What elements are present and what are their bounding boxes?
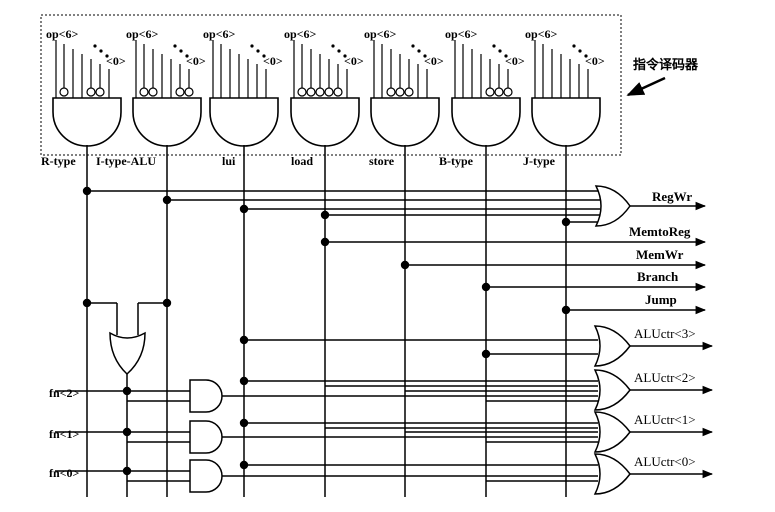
output-label-aluctr0: ALUctr<0>: [634, 454, 696, 469]
ellipsis-dot: [337, 49, 341, 53]
inverter-bubble: [139, 87, 149, 97]
or-gate-aluctr2: [593, 369, 631, 411]
inverter-bubble: [324, 87, 334, 97]
inverter-bubble: [297, 87, 307, 97]
decoder-pointer-arrow: [626, 76, 666, 97]
decoder-and-gate-store: op<6> <0> store: [364, 27, 444, 168]
ellipsis-dot: [417, 49, 421, 53]
junction-dots: [82, 186, 571, 476]
ellipsis-dot: [411, 44, 415, 48]
inverter-bubble: [95, 87, 105, 97]
op-low-label: <0>: [424, 54, 444, 68]
output-label-regwr: RegWr: [652, 189, 692, 204]
gate-name-label: I-type-ALU: [96, 154, 156, 168]
input-label-fn0: fn<0>: [49, 466, 80, 480]
op-low-label: <0>: [263, 54, 283, 68]
gate-name-label: load: [291, 154, 313, 168]
op-high-label: op<6>: [126, 27, 159, 41]
ellipsis-dot: [504, 54, 508, 58]
decoder-and-gate-load: op<6> <0> load: [284, 27, 364, 168]
ellipsis-dot: [331, 44, 335, 48]
ellipsis-dot: [105, 54, 109, 58]
output-label-memwr: MemWr: [636, 247, 684, 262]
or-gate-aluctr3: [593, 325, 631, 367]
or-gate-aluctr1: [593, 411, 631, 453]
ellipsis-dot: [572, 44, 576, 48]
ellipsis-dot: [578, 49, 582, 53]
decoder-and-gate-b-type: op<6> <0> B-type: [439, 27, 525, 168]
output-label-aluctr1: ALUctr<1>: [634, 412, 696, 427]
op-low-label: <0>: [505, 54, 525, 68]
inverter-bubble: [184, 87, 194, 97]
inverter-bubble: [333, 87, 343, 97]
decoder-gates: op<6><0>R-typeop<6><0>I-type-ALUop<6><0>…: [41, 27, 605, 168]
ellipsis-dot: [492, 44, 496, 48]
or-gate-rtype-itype: [109, 331, 146, 376]
ellipsis-dot: [262, 54, 266, 58]
decoder-label: 指令译码器: [633, 57, 699, 73]
and-gate-fn1: [189, 420, 223, 454]
op-low-label: <0>: [186, 54, 206, 68]
op-high-label: op<6>: [203, 27, 236, 41]
output-label-memtoreg: MemtoReg: [629, 224, 691, 239]
wiring: [55, 145, 714, 497]
output-label-branch: Branch: [637, 269, 679, 284]
or-gate-regwr: [594, 185, 631, 227]
decoder-and-gate-r-type: op<6> <0> R-type: [41, 27, 126, 168]
gate-name-label: store: [369, 154, 395, 168]
or-gates: [109, 185, 631, 495]
op-low-label: <0>: [585, 54, 605, 68]
ellipsis-dot: [423, 54, 427, 58]
ellipsis-dot: [256, 49, 260, 53]
decoder-and-gate-lui: op<6> <0> lui: [203, 27, 283, 168]
op-high-label: op<6>: [364, 27, 397, 41]
decoder-and-gate-i-type-alu: op<6><0>I-type-ALU: [96, 27, 206, 168]
decoder-and-gate-j-type: op<6> <0> J-type: [523, 27, 605, 168]
op-high-label: op<6>: [46, 27, 79, 41]
op-low-label: <0>: [106, 54, 126, 68]
and-gate-fn0: [189, 459, 223, 493]
op-high-label: op<6>: [525, 27, 558, 41]
inverter-bubble: [494, 87, 504, 97]
ellipsis-dot: [99, 49, 103, 53]
decoder-box: [40, 14, 622, 156]
gate-name-label: lui: [222, 154, 236, 168]
ellipsis-dot: [93, 44, 97, 48]
ellipsis-dot: [498, 49, 502, 53]
gate-name-label: R-type: [41, 154, 76, 168]
inverter-bubble: [86, 87, 96, 97]
output-label-aluctr2: ALUctr<2>: [634, 370, 696, 385]
and-gate-fn2: [189, 379, 223, 413]
inverter-bubble: [503, 87, 513, 97]
inverter-bubble: [404, 87, 414, 97]
inverter-bubble: [148, 87, 158, 97]
gate-name-label: B-type: [439, 154, 474, 168]
input-label-fn1: fn<1>: [49, 427, 80, 441]
ellipsis-dot: [179, 49, 183, 53]
inverter-bubble: [59, 87, 69, 97]
inverter-bubble: [175, 87, 185, 97]
output-label-jump: Jump: [645, 292, 677, 307]
ellipsis-dot: [173, 44, 177, 48]
or-gate-aluctr0: [593, 453, 631, 495]
output-label-aluctr3: ALUctr<3>: [634, 326, 696, 341]
gate-name-label: J-type: [523, 154, 556, 168]
op-high-label: op<6>: [445, 27, 478, 41]
op-high-label: op<6>: [284, 27, 317, 41]
inverter-bubble: [386, 87, 396, 97]
ellipsis-dot: [584, 54, 588, 58]
input-label-fn2: fn<2>: [49, 386, 80, 400]
inverter-bubble: [306, 87, 316, 97]
op-low-label: <0>: [344, 54, 364, 68]
ellipsis-dot: [185, 54, 189, 58]
fn-and-gates: [189, 379, 223, 493]
inverter-bubble: [395, 87, 405, 97]
ellipsis-dot: [250, 44, 254, 48]
inverter-bubble: [315, 87, 325, 97]
ellipsis-dot: [343, 54, 347, 58]
inverter-bubble: [485, 87, 495, 97]
